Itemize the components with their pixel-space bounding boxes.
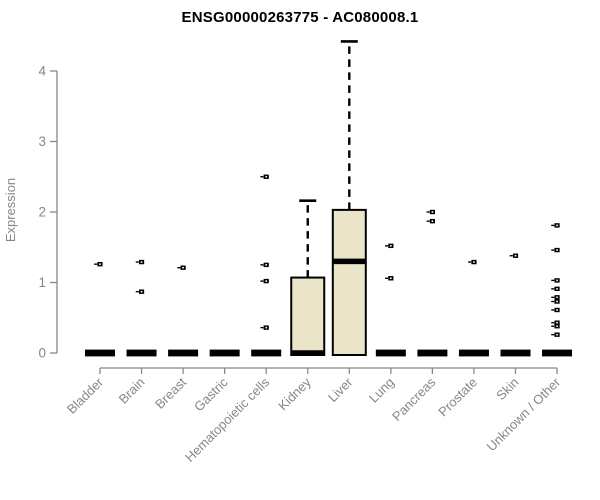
outlier-point-tick (551, 296, 555, 299)
outlier-point-tick (551, 224, 555, 227)
outlier-point-center (99, 263, 101, 265)
outlier-point-tick (468, 261, 472, 263)
outlier-point-tick (260, 280, 264, 282)
outlier-point-center (265, 280, 267, 282)
outlier-point-tick (551, 288, 555, 290)
outlier-point-center (390, 245, 392, 247)
outlier-point-tick (551, 249, 555, 251)
x-tick-label: Pancreas (389, 374, 439, 424)
box (331, 208, 367, 356)
x-tick-label: Breast (152, 374, 189, 411)
outlier-point-center (556, 309, 558, 311)
outlier-point-tick (551, 309, 555, 311)
x-tick-label: Kidney (275, 374, 314, 413)
outlier-point-center (556, 249, 558, 251)
outlier-point-center (182, 266, 184, 269)
outlier-point-center (431, 211, 434, 213)
outlier-point-tick (94, 263, 98, 265)
outlier-point-center (390, 277, 392, 280)
x-tick-label: Lung (366, 375, 397, 406)
outlier-point-center (556, 288, 558, 290)
x-tick-label: Skin (493, 375, 521, 403)
outlier-point-tick (426, 220, 430, 222)
outlier-point-center (556, 224, 558, 227)
zero-bar (458, 349, 489, 357)
y-tick-label: 4 (38, 64, 46, 79)
outlier-point-center (140, 261, 143, 263)
y-tick-label: 0 (38, 346, 46, 361)
outlier-point-tick (385, 245, 389, 247)
outlier-point-tick (551, 325, 555, 327)
outlier-point-tick (509, 255, 513, 257)
x-tick-label: Prostate (435, 375, 480, 420)
outlier-point-center (265, 175, 267, 178)
zero-bar (500, 349, 531, 357)
x-tick-label: Gastric (191, 374, 231, 414)
outlier-point-tick (260, 264, 264, 266)
zero-bar (542, 349, 573, 357)
zero-bar (375, 349, 406, 357)
outlier-point-center (556, 300, 558, 303)
outlier-point-center (265, 264, 267, 266)
zero-bar (126, 349, 157, 357)
outlier-point-tick (551, 333, 555, 336)
outlier-point-tick (135, 261, 139, 263)
outlier-point-center (556, 279, 558, 282)
outlier-point-tick (551, 300, 555, 303)
outlier-point-center (473, 261, 475, 263)
y-tick-label: 1 (38, 275, 46, 290)
outlier-point-tick (551, 279, 555, 282)
outlier-point-center (556, 321, 558, 324)
zero-bar (417, 349, 448, 357)
outlier-point-tick (135, 290, 139, 293)
outlier-point-center (140, 290, 143, 293)
outlier-point-tick (385, 277, 389, 279)
y-tick-label: 3 (38, 134, 46, 149)
x-tick-label: Unknown / Other (484, 374, 564, 454)
y-tick-label: 2 (38, 205, 46, 220)
outlier-point-center (556, 333, 558, 336)
box (290, 276, 326, 356)
zero-bar (251, 349, 282, 357)
outlier-point-center (431, 220, 434, 222)
zero-bar (209, 349, 240, 357)
outlier-point-tick (260, 326, 264, 329)
zero-bar (85, 349, 115, 357)
outlier-point-tick (551, 321, 555, 324)
x-tick-label: Bladder (64, 374, 107, 417)
outlier-point-tick (177, 266, 181, 269)
outlier-point-tick (426, 211, 430, 213)
outlier-point-center (556, 296, 558, 299)
zero-bar (168, 349, 199, 357)
outlier-point-tick (260, 176, 264, 178)
outlier-point-center (556, 325, 558, 328)
x-tick-label: Liver (325, 374, 356, 405)
outlier-point-center (514, 254, 517, 257)
x-tick-label: Brain (116, 375, 148, 407)
outlier-point-center (265, 326, 267, 329)
chart-title: ENSG00000263775 - AC080008.1 (181, 9, 419, 26)
